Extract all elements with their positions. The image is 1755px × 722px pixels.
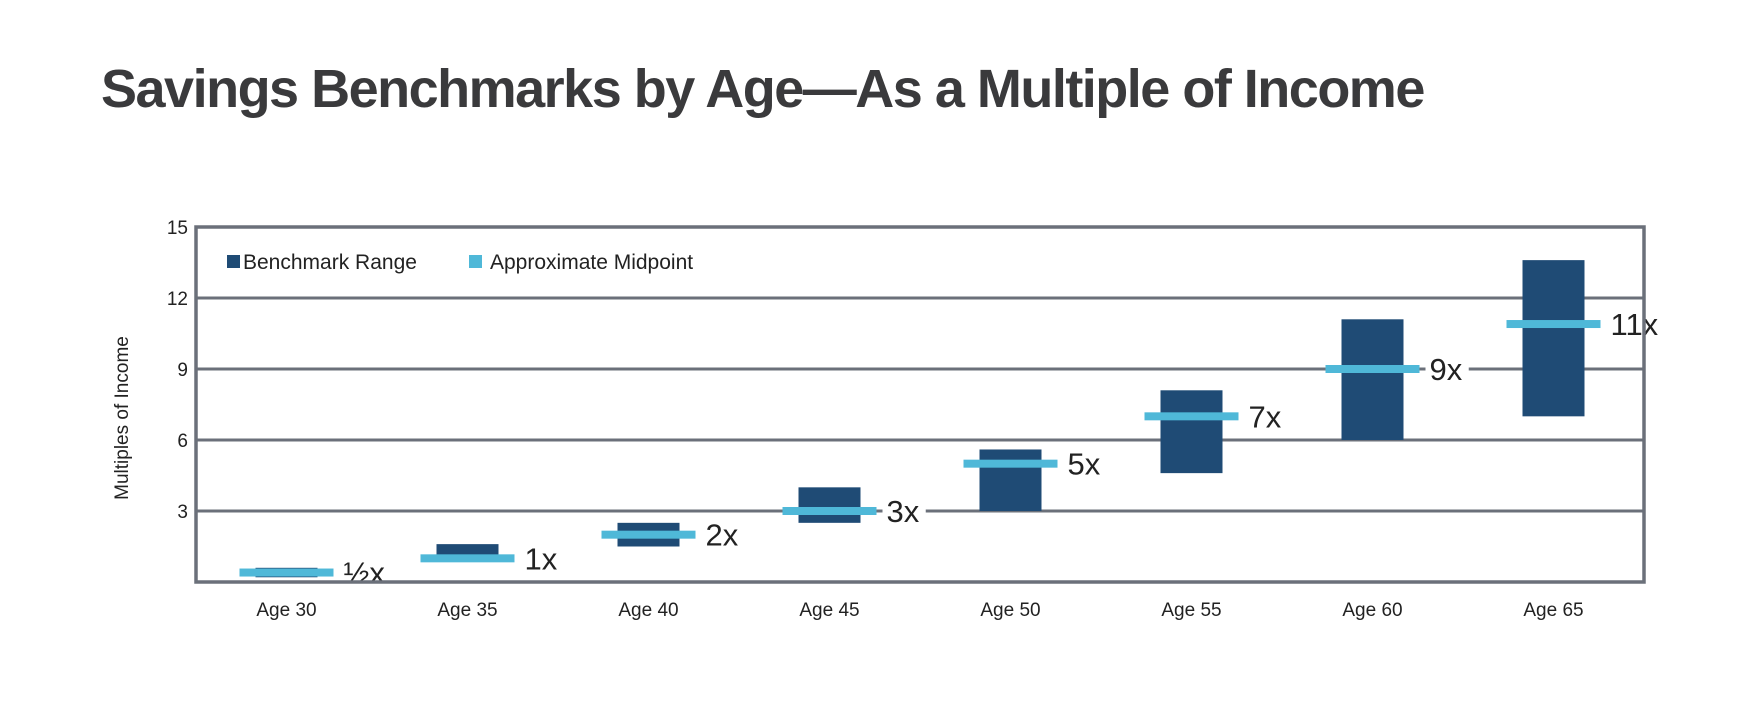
- page-title: Savings Benchmarks by Age—As a Multiple …: [101, 59, 1425, 119]
- midpoint-marker: [239, 568, 334, 577]
- y-axis-title: Multiples of Income: [112, 336, 133, 500]
- x-category-label: Age 60: [1342, 600, 1402, 621]
- x-category-label: Age 45: [799, 600, 859, 621]
- x-category-label: Age 65: [1523, 600, 1583, 621]
- midpoint-labels: ½x 1x 2x 3x 5x 7x 9x 11x: [339, 306, 1665, 591]
- legend-label-midpoint: Approximate Midpoint: [490, 251, 693, 274]
- range-bar: [1160, 390, 1223, 474]
- gridlines: [196, 296, 1644, 513]
- y-tick-label: 3: [177, 502, 188, 523]
- midpoint-marker: [782, 507, 877, 515]
- range-bar: [1522, 260, 1585, 417]
- midpoint-label-bg: [1244, 398, 1288, 433]
- midpoint-label-bg: [701, 516, 745, 551]
- midpoint-label: 3x: [887, 494, 920, 529]
- y-tick-label: 6: [177, 431, 188, 452]
- legend-swatch-midpoint: [469, 255, 482, 268]
- midpoint-label: 5x: [1068, 447, 1101, 482]
- midpoint-label-bg: [520, 540, 564, 575]
- y-tick-label: 9: [177, 360, 188, 381]
- midpoint-label-bg: [1063, 445, 1107, 480]
- x-category-label: Age 35: [437, 600, 497, 621]
- midpoint-label: 2x: [706, 518, 739, 553]
- x-category-label: Age 40: [618, 600, 678, 621]
- legend: Benchmark Range Approximate Midpoint: [227, 251, 693, 274]
- midpoint-label: ½x: [344, 556, 386, 591]
- midpoint-marker: [1506, 320, 1601, 329]
- x-category-label: Age 30: [256, 600, 316, 621]
- x-category-labels: Age 30 Age 35 Age 40 Age 45 Age 50 Age 55 Age …: [256, 600, 1583, 621]
- midpoint-label: 1x: [525, 541, 558, 576]
- legend-swatch-range: [227, 255, 240, 268]
- range-bar: [798, 487, 861, 523]
- y-tick-labels: 3 6 9 12 15: [167, 218, 188, 523]
- midpoint-label: 7x: [1249, 399, 1282, 434]
- midpoint-marker: [963, 459, 1058, 468]
- midpoint-label-bg: [882, 493, 926, 527]
- x-category-label: Age 50: [980, 600, 1040, 621]
- x-category-label: Age 55: [1161, 600, 1221, 621]
- midpoint-marker: [1325, 365, 1420, 373]
- plot-frame: [194, 225, 1646, 584]
- range-bars: [255, 260, 1585, 578]
- y-tick-label: 12: [167, 289, 188, 310]
- midpoint-label-bg: [1425, 351, 1469, 385]
- midpoint-label-bg: [1606, 306, 1665, 341]
- midpoint-label: 9x: [1430, 352, 1463, 387]
- range-bar: [1341, 319, 1404, 440]
- midpoint-marker: [420, 554, 515, 563]
- legend-label-range: Benchmark Range: [243, 251, 417, 274]
- midpoint-marker: [601, 530, 696, 539]
- midpoint-markers: [239, 320, 1601, 577]
- midpoint-label: 11x: [1611, 307, 1659, 342]
- midpoint-marker: [1144, 412, 1239, 421]
- y-tick-label: 15: [167, 218, 188, 239]
- range-bar: [979, 449, 1042, 511]
